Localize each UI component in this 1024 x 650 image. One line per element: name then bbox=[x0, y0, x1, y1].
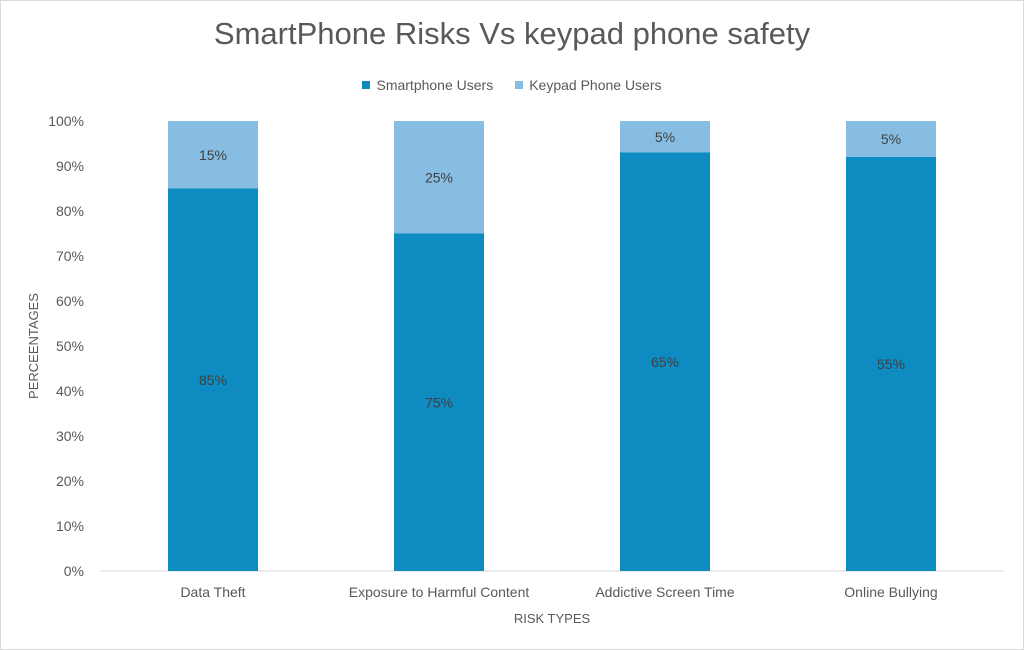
y-tick-label: 40% bbox=[56, 383, 84, 399]
legend-swatch-keypad bbox=[515, 81, 524, 89]
y-tick-label: 70% bbox=[56, 248, 84, 264]
bar-keypad bbox=[168, 121, 258, 189]
y-tick-label: 10% bbox=[56, 518, 84, 534]
data-label-smartphone: 85% bbox=[199, 372, 227, 388]
data-label-smartphone: 65% bbox=[651, 354, 679, 370]
y-tick-label: 0% bbox=[64, 563, 84, 579]
legend-label-smartphone: Smartphone Users bbox=[376, 77, 494, 93]
y-tick-label: 60% bbox=[56, 293, 84, 309]
data-label-smartphone: 75% bbox=[425, 394, 453, 410]
y-tick-label: 50% bbox=[56, 338, 84, 354]
x-tick-label: Online Bullying bbox=[844, 584, 937, 600]
y-tick-label: 80% bbox=[56, 203, 84, 219]
y-tick-label: 100% bbox=[48, 113, 84, 129]
legend-label-keypad: Keypad Phone Users bbox=[529, 77, 662, 93]
legend-item-keypad: Keypad Phone Users bbox=[515, 77, 662, 93]
x-tick-label: Exposure to Harmful Content bbox=[349, 584, 530, 600]
y-axis-title: PERCEENTAGES bbox=[26, 293, 41, 399]
chart-legend: Smartphone Users Keypad Phone Users bbox=[0, 77, 1024, 93]
bar-keypad bbox=[394, 121, 484, 234]
y-tick-label: 30% bbox=[56, 428, 84, 444]
x-tick-label: Data Theft bbox=[180, 584, 245, 600]
bar-smartphone bbox=[168, 188, 258, 571]
chart-title: SmartPhone Risks Vs keypad phone safety bbox=[213, 16, 811, 51]
y-tick-label: 20% bbox=[56, 473, 84, 489]
x-axis-title: RISK TYPES bbox=[514, 611, 591, 626]
bar-smartphone bbox=[846, 157, 936, 571]
bar-keypad bbox=[620, 121, 710, 153]
bar-keypad bbox=[846, 121, 936, 157]
bar-smartphone bbox=[394, 233, 484, 571]
data-label-keypad: 5% bbox=[881, 131, 901, 147]
data-label-smartphone: 55% bbox=[877, 356, 905, 372]
x-tick-label: Addictive Screen Time bbox=[595, 584, 734, 600]
data-label-keypad: 5% bbox=[655, 129, 675, 145]
data-label-keypad: 25% bbox=[425, 169, 453, 185]
legend-swatch-smartphone bbox=[362, 81, 371, 89]
legend-item-smartphone: Smartphone Users bbox=[362, 77, 493, 93]
bar-smartphone bbox=[620, 152, 710, 571]
data-label-keypad: 15% bbox=[199, 147, 227, 163]
y-tick-label: 90% bbox=[56, 158, 84, 174]
